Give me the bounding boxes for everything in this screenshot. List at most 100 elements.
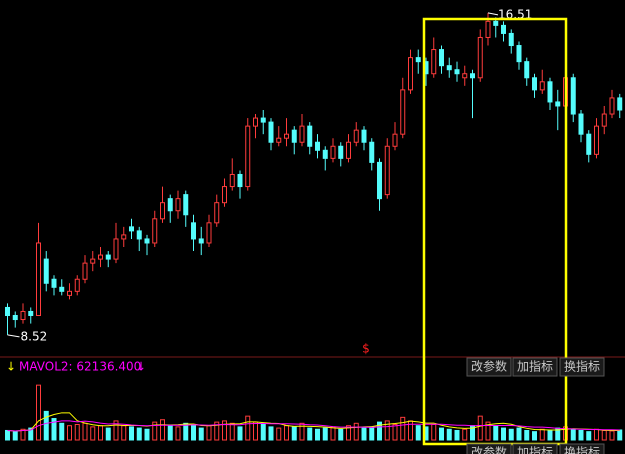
button[interactable]: 改参数 bbox=[466, 443, 512, 454]
candle-body bbox=[291, 129, 297, 143]
candle-body bbox=[346, 141, 351, 159]
volume-bar bbox=[105, 427, 111, 441]
candle-body bbox=[105, 254, 111, 260]
candle-body bbox=[330, 145, 336, 159]
candle-body bbox=[276, 137, 282, 143]
candle-body bbox=[229, 173, 235, 188]
candle-body bbox=[508, 32, 514, 47]
button-label[interactable]: 加指标 bbox=[517, 445, 553, 454]
candle-body bbox=[253, 117, 258, 127]
volume-bar bbox=[578, 429, 584, 441]
volume-bar bbox=[586, 431, 592, 441]
volume-bar bbox=[524, 429, 530, 441]
volume-bar bbox=[222, 420, 227, 441]
candle-body bbox=[353, 129, 359, 143]
candle-body bbox=[51, 278, 57, 288]
volume-bar bbox=[346, 425, 351, 441]
volume-bar bbox=[330, 426, 336, 441]
volume-bar bbox=[191, 424, 196, 441]
volume-bar bbox=[439, 427, 444, 441]
candle-body bbox=[400, 89, 406, 135]
candle-body bbox=[43, 258, 49, 284]
volume-bar bbox=[183, 422, 189, 441]
volume-bar bbox=[570, 428, 576, 441]
candle-body bbox=[377, 161, 382, 200]
candle-body bbox=[299, 125, 305, 143]
volume-bar bbox=[113, 420, 119, 441]
volume-bar bbox=[477, 415, 483, 441]
button-label[interactable]: 换指标 bbox=[564, 359, 600, 374]
button[interactable]: 改参数 bbox=[466, 357, 512, 377]
volume-bar bbox=[152, 421, 158, 441]
candle-body bbox=[144, 238, 150, 244]
candle-body bbox=[594, 125, 599, 155]
candle-body bbox=[90, 258, 96, 264]
candle-body bbox=[501, 24, 506, 34]
candle-body bbox=[175, 198, 181, 212]
candle-body bbox=[586, 133, 592, 155]
candle-body bbox=[315, 141, 320, 151]
candle-body bbox=[260, 117, 266, 123]
button[interactable]: 加指标 bbox=[512, 357, 558, 377]
candle-body bbox=[539, 81, 545, 91]
button-label[interactable]: 加指标 bbox=[517, 359, 553, 374]
button[interactable]: 换指标 bbox=[559, 443, 605, 454]
candle-body bbox=[570, 77, 576, 115]
volume-bar bbox=[532, 431, 537, 441]
volume-bar bbox=[377, 421, 382, 441]
volume-bar bbox=[20, 428, 26, 441]
button-label[interactable]: 改参数 bbox=[471, 359, 507, 374]
ma-line bbox=[7, 420, 620, 432]
volume-bar bbox=[51, 418, 57, 441]
button-label[interactable]: 换指标 bbox=[564, 445, 600, 454]
volume-bar bbox=[539, 428, 545, 441]
candle-body bbox=[36, 242, 41, 317]
volume-bar bbox=[338, 428, 344, 441]
volume-bar bbox=[136, 427, 142, 441]
candle-body bbox=[183, 194, 189, 216]
candle-body bbox=[20, 310, 26, 321]
candle-body bbox=[617, 97, 623, 111]
volume-bar bbox=[384, 420, 390, 441]
button[interactable]: 加指标 bbox=[512, 443, 558, 454]
volume-bar bbox=[361, 427, 367, 441]
volume-bar bbox=[67, 425, 72, 441]
candle-body bbox=[237, 173, 243, 188]
candle-body bbox=[369, 141, 375, 163]
arrow-icon: ↓ bbox=[6, 360, 16, 374]
candle-body bbox=[338, 145, 344, 159]
candle-body bbox=[462, 73, 468, 79]
volume-bar bbox=[462, 428, 468, 441]
volume-bar bbox=[229, 422, 235, 441]
volume-bar bbox=[28, 427, 34, 441]
candle-body bbox=[98, 254, 103, 260]
candle-body bbox=[446, 65, 452, 71]
candle-body bbox=[222, 186, 227, 204]
low-label: 8.52 bbox=[21, 329, 48, 343]
volume-bar bbox=[82, 422, 88, 441]
volume-bar bbox=[392, 424, 398, 441]
button[interactable]: 换指标 bbox=[559, 357, 605, 377]
button-label[interactable]: 改参数 bbox=[471, 445, 507, 454]
volume-bar bbox=[214, 421, 220, 441]
candle-body bbox=[307, 125, 313, 147]
candle-body bbox=[160, 202, 165, 220]
volume-bar bbox=[36, 384, 41, 441]
volume-bar bbox=[516, 427, 522, 441]
volume-bar bbox=[284, 425, 289, 441]
candle-body bbox=[439, 49, 444, 67]
candle-body bbox=[609, 97, 615, 115]
indicator-label: MAVOL2: 62136.400 bbox=[19, 360, 141, 374]
candle-body bbox=[493, 20, 499, 26]
volume-bar bbox=[322, 427, 328, 441]
candle-body bbox=[129, 226, 134, 232]
volume-bar bbox=[268, 426, 274, 441]
volume-bar bbox=[547, 429, 553, 441]
volume-bar bbox=[260, 424, 266, 441]
candle-body bbox=[82, 262, 88, 280]
volume-bar bbox=[601, 429, 607, 441]
volume-bar bbox=[353, 422, 359, 441]
candle-body bbox=[113, 238, 119, 260]
candle-body bbox=[361, 129, 367, 143]
candle-body bbox=[136, 230, 142, 240]
